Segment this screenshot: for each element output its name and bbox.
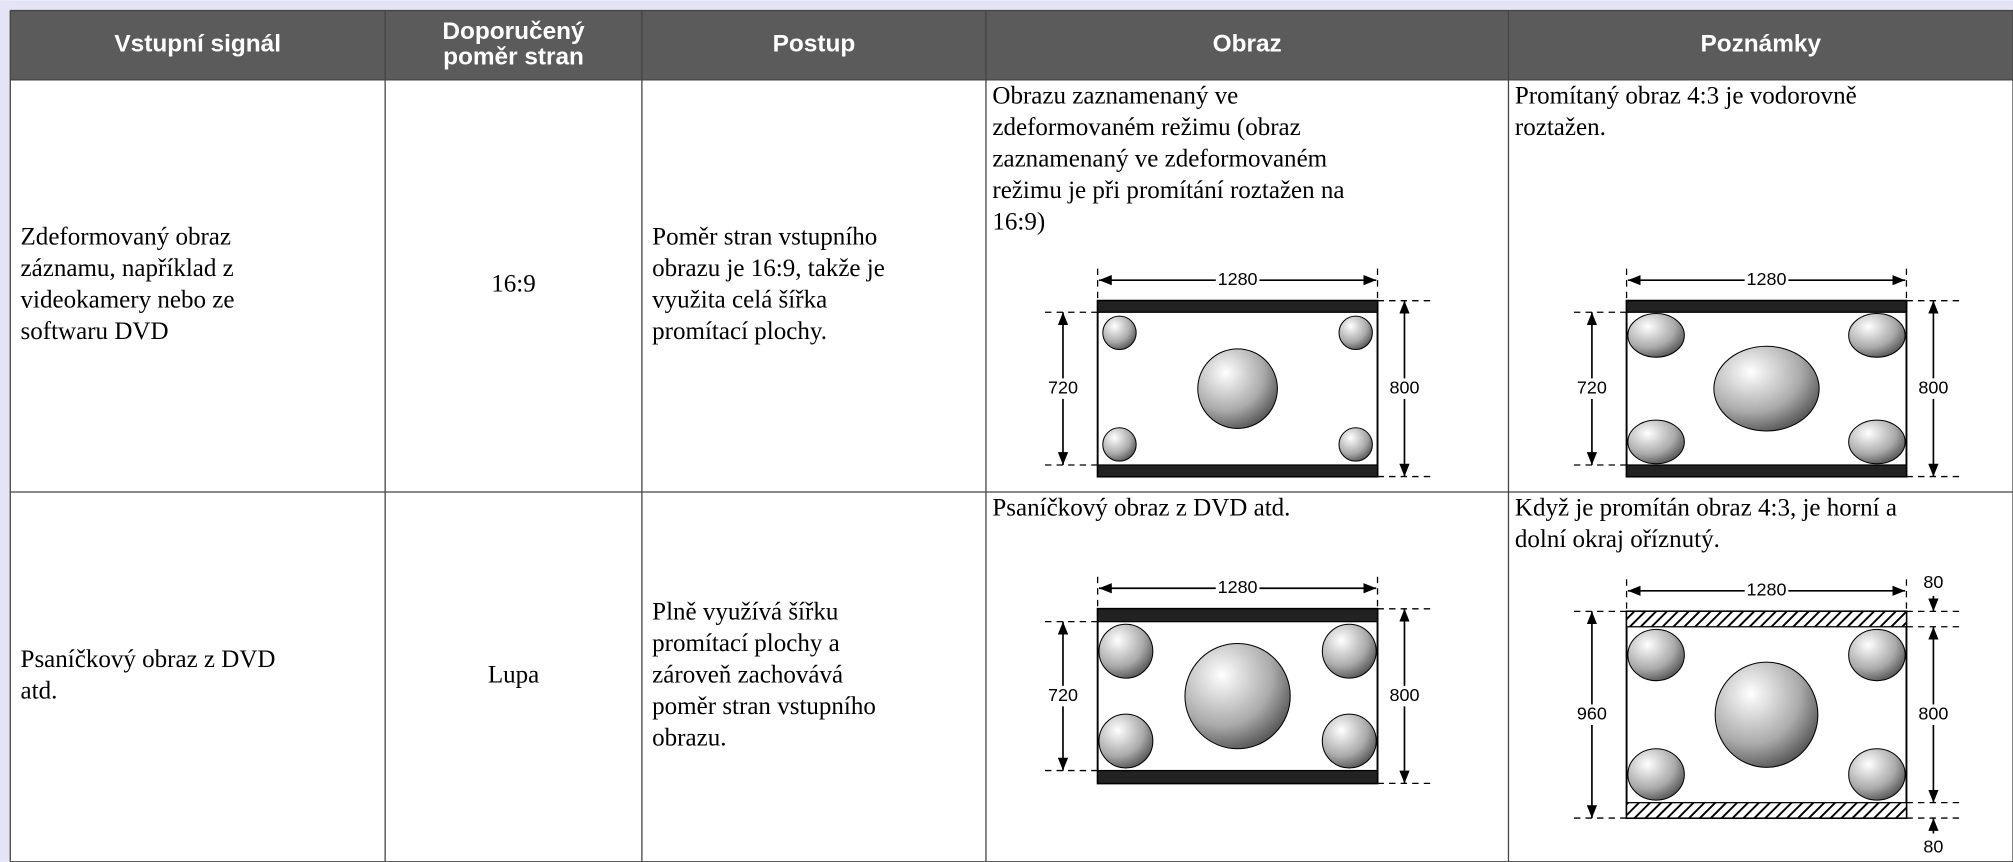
cell-text: promítací plochy a xyxy=(652,630,840,657)
circle-shape xyxy=(1338,315,1373,350)
header-cell: poměr stran xyxy=(443,43,584,70)
dimension-label: 960 xyxy=(1577,703,1607,723)
dimension-label: 720 xyxy=(1048,377,1078,397)
circle-shape xyxy=(1627,419,1685,465)
circle-shape xyxy=(1627,313,1685,358)
cell-text: záznamu, například z xyxy=(21,255,234,282)
cell-text: zaznamenaný ve zdeformovaném xyxy=(992,146,1327,173)
cell-text: zdeformovaném režimu (obraz xyxy=(992,114,1300,141)
cell-text: Poměr stran vstupního xyxy=(652,224,877,251)
bar xyxy=(1097,464,1379,478)
header-cell: Vstupní signál xyxy=(114,31,281,58)
label-bg xyxy=(1744,580,1789,602)
cell-text: využita celá šířka xyxy=(652,286,827,313)
cell-text: 16:9) xyxy=(992,208,1045,235)
circle-shape xyxy=(1713,345,1820,432)
bar xyxy=(1625,802,1908,819)
cell-text: roztažen. xyxy=(1515,114,1606,141)
cell-text: softwaru DVD xyxy=(21,318,169,345)
dimension-label: 1280 xyxy=(1218,577,1258,597)
circle-shape xyxy=(1098,623,1154,679)
circle-shape xyxy=(1102,315,1137,350)
cell-text: 16:9 xyxy=(491,271,535,298)
dimension-label: 1280 xyxy=(1218,269,1258,289)
circle-shape xyxy=(1848,748,1906,801)
header-cell: Obraz xyxy=(1213,31,1282,58)
header-cell: Poznámky xyxy=(1700,31,1821,58)
cell-text: obrazu je 16:9, takže je xyxy=(652,255,885,282)
label-bg xyxy=(1744,269,1789,291)
cell-text: Zdeformovaný obraz xyxy=(21,224,231,251)
circle-shape xyxy=(1321,713,1377,769)
cell-text: dolní okraj oříznutý. xyxy=(1515,526,1720,553)
circle-shape xyxy=(1848,628,1906,682)
dimension-label: 800 xyxy=(1389,377,1419,397)
top-strip xyxy=(0,0,2013,11)
circle-shape xyxy=(1098,713,1154,769)
cell-text: režimu je při promítání roztažen na xyxy=(992,177,1344,204)
label-bg xyxy=(1215,269,1260,291)
circle-shape xyxy=(1627,628,1685,682)
bar xyxy=(1625,610,1908,628)
circle-shape xyxy=(1338,427,1373,462)
cell-text: Promítaný obraz 4:3 je vodorovně xyxy=(1515,83,1857,110)
dimension-label: 1280 xyxy=(1747,580,1787,600)
label-bg xyxy=(1570,378,1614,399)
cell-text: videokamery nebo ze xyxy=(21,286,235,313)
circle-shape xyxy=(1102,427,1137,462)
label-bg xyxy=(1911,704,1956,725)
cell-text: Obrazu zaznamenaný ve xyxy=(992,83,1238,110)
dimension-label: 1280 xyxy=(1747,269,1787,289)
label-bg xyxy=(1041,685,1085,707)
left-strip xyxy=(0,0,11,862)
cell-text: Když je promítán obraz 4:3, je horní a xyxy=(1515,495,1897,522)
cell-text: obrazu. xyxy=(652,725,726,752)
circle-shape xyxy=(1184,642,1291,750)
bar xyxy=(1625,300,1908,313)
label-bg xyxy=(1570,704,1614,725)
cell-text: atd. xyxy=(21,677,58,704)
circle-shape xyxy=(1627,748,1685,801)
dimension-label: 720 xyxy=(1577,377,1607,397)
label-bg xyxy=(1382,378,1427,399)
bar xyxy=(1097,608,1379,623)
header-cell: Doporučený xyxy=(442,18,585,45)
label-bg xyxy=(1215,577,1260,599)
dimension-label: 720 xyxy=(1048,685,1078,705)
dimension-label: 800 xyxy=(1918,377,1948,397)
header-bg xyxy=(10,10,2013,80)
cell-text: Psaníčkový obraz z DVD xyxy=(21,646,276,673)
cell-text: Lupa xyxy=(488,662,539,689)
cell-text: Psaníčkový obraz z DVD atd. xyxy=(992,495,1290,522)
label-bg xyxy=(1382,685,1427,707)
circle-shape xyxy=(1321,623,1377,679)
bar xyxy=(1097,769,1379,785)
dimension-label: 80 xyxy=(1923,572,1943,592)
dimension-label: 80 xyxy=(1923,836,1943,856)
circle-shape xyxy=(1714,661,1819,768)
circle-shape xyxy=(1848,313,1906,358)
bar xyxy=(1097,300,1379,313)
cell-text: poměr stran vstupního xyxy=(652,693,876,720)
header-cell: Postup xyxy=(773,31,856,58)
label-bg xyxy=(1911,378,1956,399)
circle-shape xyxy=(1848,419,1906,465)
dimension-label: 800 xyxy=(1389,685,1419,705)
bar xyxy=(1625,464,1908,478)
label-bg xyxy=(1041,378,1085,399)
dimension-label: 800 xyxy=(1918,703,1948,723)
cell-text: Plně využívá šířku xyxy=(652,599,839,626)
cell-text: zároveň zachovává xyxy=(652,662,843,689)
circle-shape xyxy=(1197,348,1278,429)
cell-text: promítací plochy. xyxy=(652,318,827,345)
